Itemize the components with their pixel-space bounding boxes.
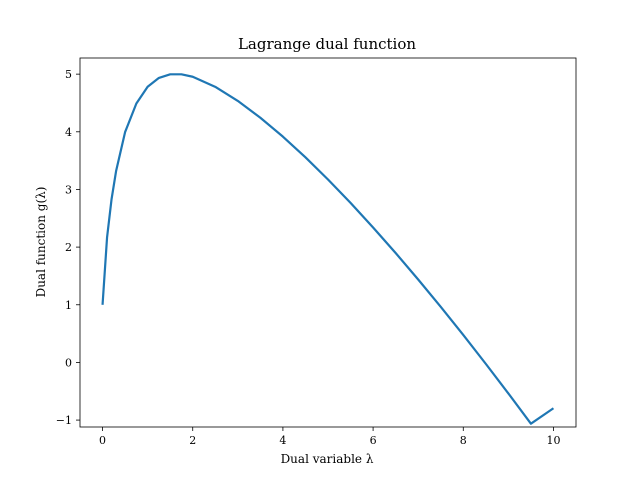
x-tick-label: 8 [460, 434, 467, 447]
x-axis-label: Dual variable λ [281, 452, 374, 466]
series-line [101, 73, 555, 425]
y-axis: −1 0 1 2 3 4 5 [56, 68, 80, 427]
x-tick-label: 4 [279, 434, 286, 447]
x-tick-label: 6 [370, 434, 377, 447]
y-tick-label: 2 [65, 241, 72, 254]
chart-title: Lagrange dual function [238, 35, 416, 53]
plot-frame [79, 57, 577, 428]
x-tick-label: 2 [189, 434, 196, 447]
y-tick-label: 0 [65, 356, 72, 369]
y-tick-label: 4 [65, 126, 72, 139]
y-tick-label: 1 [65, 299, 72, 312]
y-axis-label: Dual function g(λ) [34, 187, 48, 298]
x-tick-label: 10 [546, 434, 560, 447]
x-tick-label: 0 [99, 434, 106, 447]
y-tick-label: 5 [65, 68, 72, 81]
y-tick-label: 3 [65, 183, 72, 196]
y-tick-label: −1 [56, 414, 72, 427]
x-axis: 0 2 4 6 8 10 [99, 427, 560, 447]
